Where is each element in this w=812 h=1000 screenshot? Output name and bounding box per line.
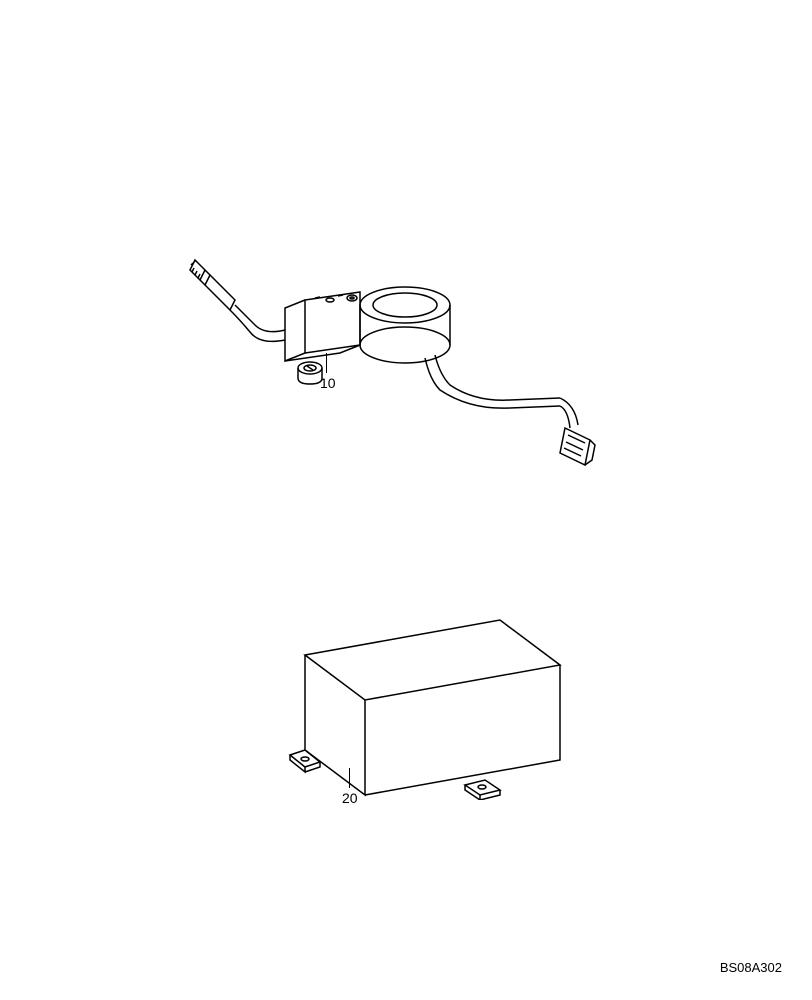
part-label-10: 10: [320, 375, 336, 391]
part-label-20: 20: [342, 790, 358, 806]
drawing-number: BS08A302: [720, 960, 782, 975]
part-10-drawing: [180, 250, 600, 500]
leader-line-10: [326, 353, 327, 373]
parts-diagram: 10 20 BS08A302: [0, 0, 812, 1000]
part-20-drawing: [250, 590, 570, 800]
leader-line-20: [349, 768, 350, 788]
